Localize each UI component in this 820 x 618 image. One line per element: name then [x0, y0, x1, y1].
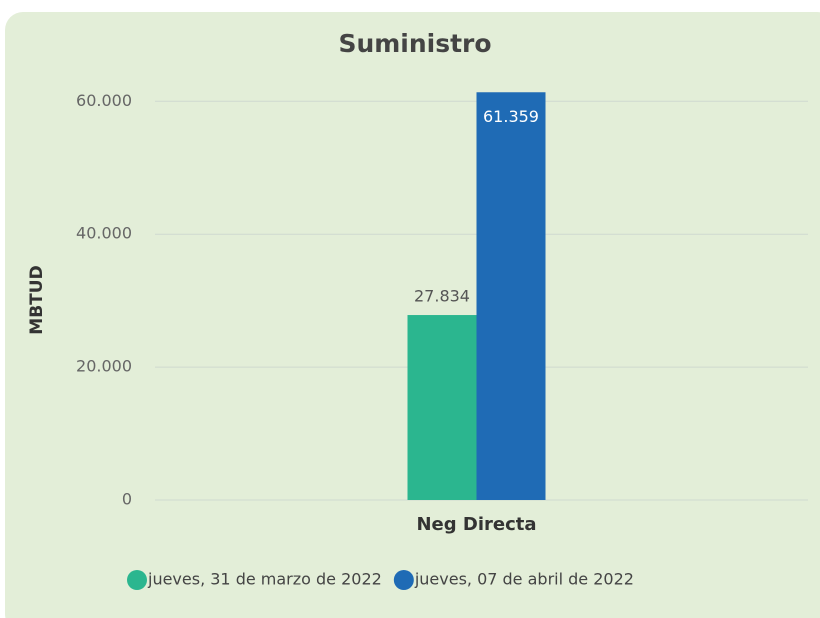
legend-label: jueves, 07 de abril de 2022	[414, 570, 634, 589]
value-label: 27.834	[414, 287, 470, 306]
bar	[476, 92, 546, 500]
y-tick-label: 0	[122, 490, 132, 509]
value-label: 61.359	[483, 107, 539, 126]
legend-marker	[393, 570, 414, 590]
y-tick-label: 20.000	[76, 357, 132, 376]
card	[5, 12, 820, 618]
y-axis-label: MBTUD	[27, 265, 47, 334]
x-tick-label: Neg Directa	[416, 514, 536, 535]
chart-title: Suministro	[338, 29, 491, 58]
bar	[407, 315, 477, 500]
legend-label: jueves, 31 de marzo de 2022	[147, 570, 382, 589]
y-tick-label: 40.000	[76, 224, 132, 243]
y-tick-label: 60.000	[76, 91, 132, 110]
legend-marker	[127, 570, 147, 590]
